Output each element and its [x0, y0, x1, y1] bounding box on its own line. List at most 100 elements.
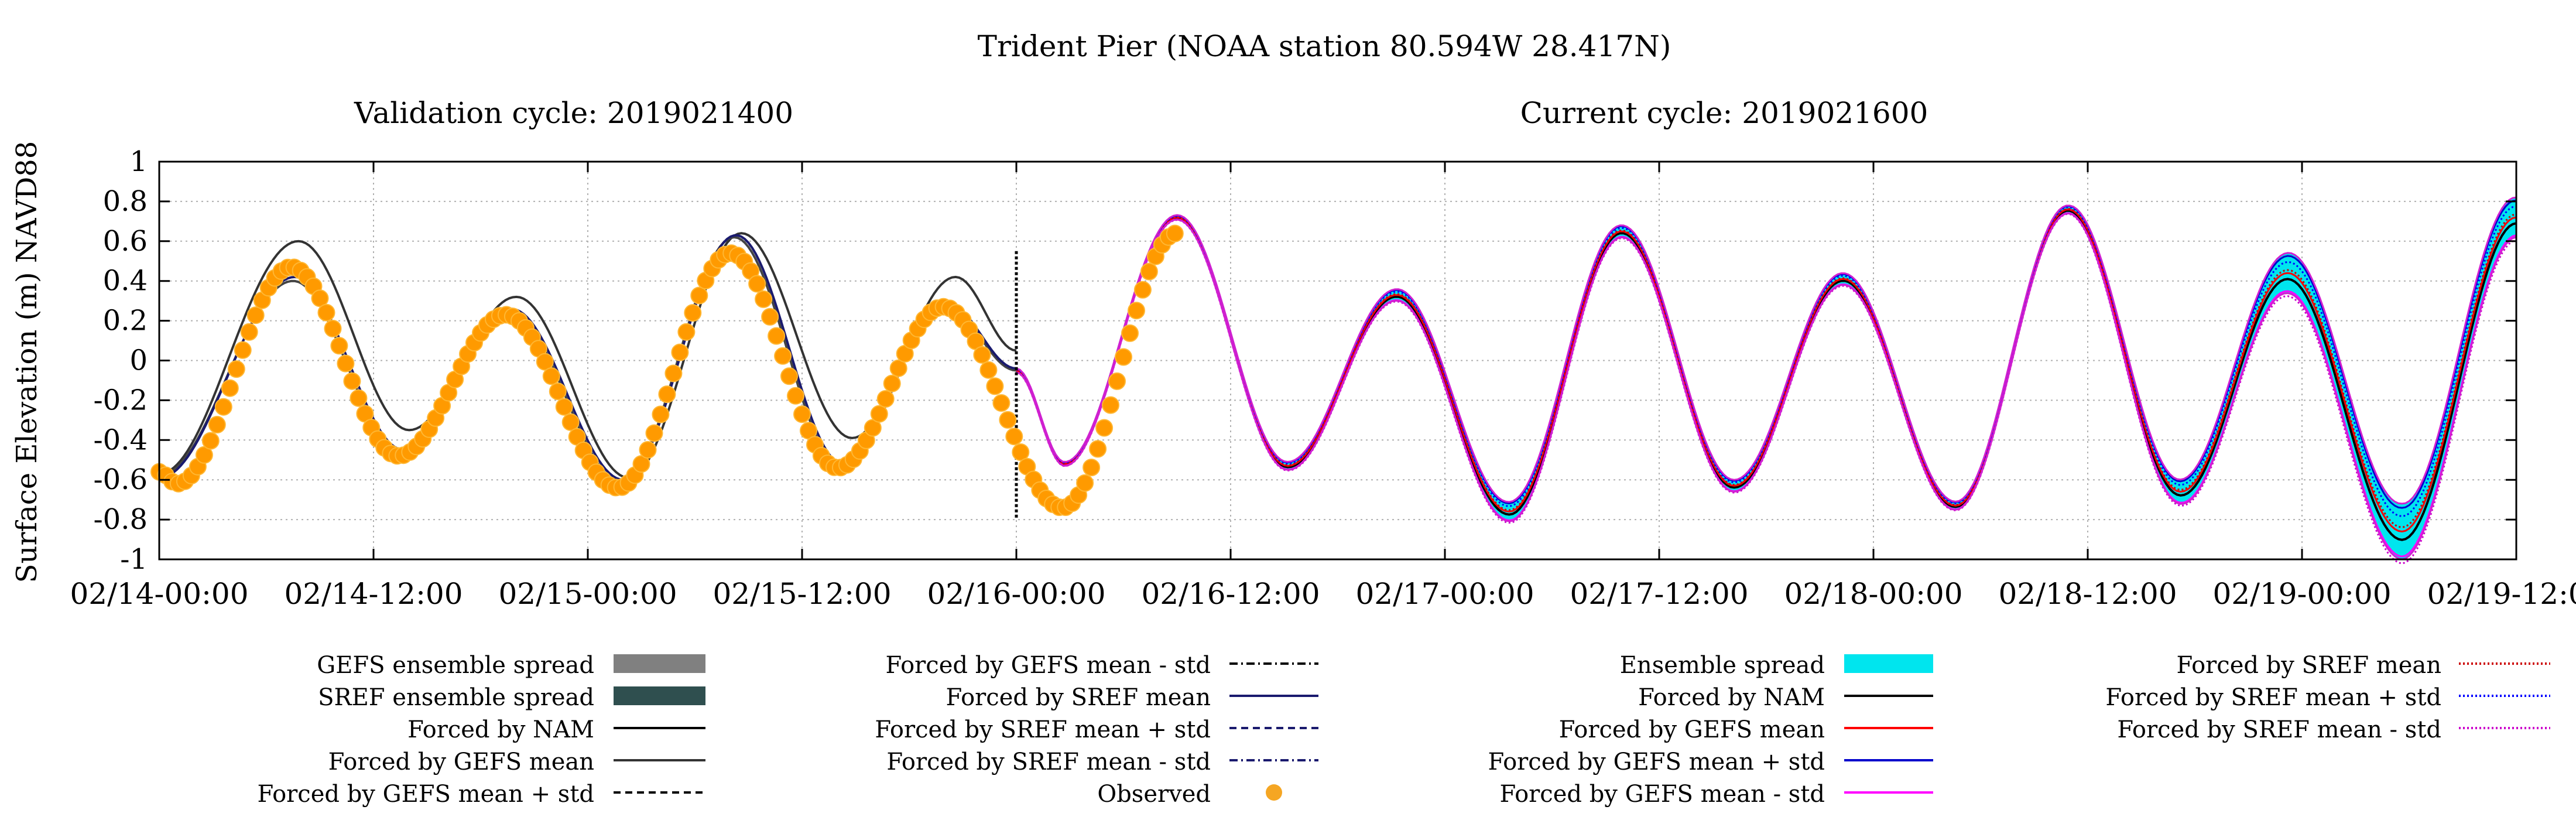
y-tick-label: 0.6: [103, 225, 148, 258]
legend-marker: [1266, 784, 1282, 801]
x-tick-label: 02/14-12:00: [284, 577, 463, 611]
observed-point: [999, 411, 1017, 429]
legend-label: Forced by SREF mean: [946, 684, 1211, 711]
observed-point: [311, 289, 329, 308]
observed-point: [1012, 443, 1030, 461]
y-tick-label: 0: [129, 344, 148, 377]
legend-label: Forced by GEFS mean: [1559, 716, 1825, 743]
legend-swatch: [614, 654, 705, 673]
observed-point: [343, 372, 361, 390]
legend-swatch: [1844, 654, 1933, 673]
observed-point: [549, 382, 567, 401]
observed-point: [555, 398, 573, 416]
spread-lower-edge: [1016, 213, 2517, 561]
observed-point: [221, 379, 239, 397]
observed-point: [1108, 372, 1126, 390]
observed-point: [986, 377, 1004, 395]
observed-point: [536, 353, 554, 371]
observed-point: [1128, 302, 1145, 320]
x-tick-label: 02/18-00:00: [1784, 577, 1962, 611]
observed-point: [1140, 262, 1158, 281]
observed-point: [992, 394, 1010, 412]
observed-point: [214, 398, 232, 416]
observed-point: [658, 385, 676, 404]
observed-point: [1133, 281, 1152, 299]
observed-point: [768, 327, 786, 345]
legend: GEFS ensemble spread SREF ensemble spread…: [258, 652, 2550, 808]
observed-point: [876, 390, 895, 408]
observed-point: [201, 432, 220, 450]
forecast-sref-plus-std-line: [1016, 205, 2517, 517]
legend-label: Forced by GEFS mean + std: [1488, 749, 1825, 775]
observed-point: [337, 354, 355, 373]
observed-point: [883, 374, 901, 392]
legend-label: Forced by GEFS mean: [328, 749, 594, 775]
observed-point: [234, 341, 252, 359]
subtitle-current: Current cycle: 2019021600: [1520, 96, 1928, 130]
legend-label: Forced by SREF mean - std: [2117, 716, 2441, 743]
observed-point: [774, 347, 792, 365]
observed-point: [227, 360, 245, 378]
legend-label: Forced by SREF mean - std: [886, 749, 1211, 775]
x-tick-label: 02/16-00:00: [927, 577, 1105, 611]
observed-point: [664, 364, 683, 382]
observed-point: [1166, 224, 1184, 242]
observed-point: [690, 286, 708, 305]
observed-point: [979, 361, 998, 379]
observed-point: [330, 337, 348, 355]
legend-label: Forced by SREF mean: [2177, 652, 2441, 679]
observed-point: [639, 441, 657, 459]
legend-label: SREF ensemble spread: [318, 684, 594, 711]
observed-point: [561, 413, 580, 431]
observed-point: [240, 323, 258, 341]
observed-point: [755, 290, 773, 308]
spread-upper-edge: [1016, 196, 2517, 505]
observed-markers: [150, 224, 1184, 516]
observed-point: [652, 405, 670, 423]
observed-point: [246, 306, 265, 324]
observed-point: [748, 275, 766, 293]
legend-label: Forced by SREF mean + std: [875, 716, 1211, 743]
y-tick-label: 0.4: [103, 265, 148, 298]
x-tick-label: 02/16-12:00: [1141, 577, 1320, 611]
observed-point: [973, 346, 991, 364]
subtitle-validation: Validation cycle: 2019021400: [354, 96, 793, 130]
observed-point: [1076, 474, 1094, 492]
legend-label: Forced by SREF mean + std: [2105, 684, 2441, 711]
observed-point: [1083, 459, 1101, 477]
legend-label: Forced by GEFS mean - std: [886, 652, 1211, 679]
legend-label: Forced by GEFS mean - std: [1500, 781, 1825, 808]
legend-label: Forced by NAM: [1638, 684, 1825, 711]
legend-label: Observed: [1097, 781, 1211, 808]
observed-point: [870, 405, 888, 423]
y-tick-label: 0.8: [103, 185, 148, 218]
y-tick-label: -0.2: [93, 384, 148, 416]
observed-point: [645, 424, 663, 442]
forecast-gefs-plus-std-line: [1016, 199, 2517, 509]
observed-point: [1115, 348, 1132, 366]
observed-point: [1121, 324, 1139, 342]
observed-point: [761, 308, 779, 326]
observed-point: [317, 303, 335, 322]
x-tick-label: 02/15-12:00: [712, 577, 891, 611]
legend-label: Forced by NAM: [407, 716, 594, 743]
observed-point: [677, 323, 696, 341]
y-tick-label: -0.6: [93, 463, 148, 496]
observed-point: [1102, 396, 1119, 414]
observed-point: [1095, 419, 1114, 437]
legend-label: Forced by GEFS mean + std: [258, 781, 594, 808]
x-tick-label: 02/17-12:00: [1570, 577, 1748, 611]
observed-point: [684, 304, 702, 322]
grid: [159, 161, 2517, 560]
axis-ticks: 1 0.8 0.6 0.4 0.2 0 -0.2 -0.4 -0.6 -0.8 -102/14-00…: [70, 145, 2576, 611]
observed-point: [780, 367, 798, 385]
series: [159, 196, 2517, 565]
observed-point: [793, 405, 811, 423]
x-tick-label: 02/18-12:00: [1998, 577, 2177, 611]
observed-point: [787, 387, 804, 405]
labels: Trident Pier (NOAA station 80.594W 28.41…: [11, 29, 1928, 583]
y-tick-label: -1: [120, 543, 148, 576]
y-tick-label: -0.4: [93, 423, 148, 456]
